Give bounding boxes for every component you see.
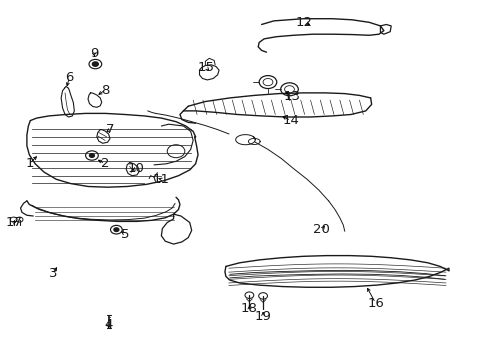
Text: 4: 4 bbox=[104, 318, 113, 330]
Text: 2: 2 bbox=[101, 157, 109, 170]
Text: 20: 20 bbox=[313, 223, 329, 236]
Circle shape bbox=[92, 62, 98, 66]
Text: 10: 10 bbox=[127, 162, 144, 175]
Text: 15: 15 bbox=[198, 61, 214, 74]
Text: 8: 8 bbox=[101, 84, 109, 96]
Circle shape bbox=[89, 154, 94, 157]
Text: 5: 5 bbox=[120, 228, 129, 240]
Text: 7: 7 bbox=[105, 123, 114, 136]
Text: 3: 3 bbox=[48, 267, 57, 280]
Text: 6: 6 bbox=[65, 71, 74, 84]
Circle shape bbox=[114, 228, 119, 231]
Text: 13: 13 bbox=[284, 90, 300, 103]
Text: 9: 9 bbox=[89, 47, 98, 60]
Text: 11: 11 bbox=[153, 173, 169, 186]
Text: 14: 14 bbox=[282, 114, 299, 127]
Text: 16: 16 bbox=[366, 297, 383, 310]
Text: 18: 18 bbox=[241, 302, 257, 315]
Text: 1: 1 bbox=[25, 157, 34, 170]
Text: 19: 19 bbox=[254, 310, 271, 323]
Text: 17: 17 bbox=[5, 216, 22, 229]
Text: 12: 12 bbox=[295, 16, 312, 29]
